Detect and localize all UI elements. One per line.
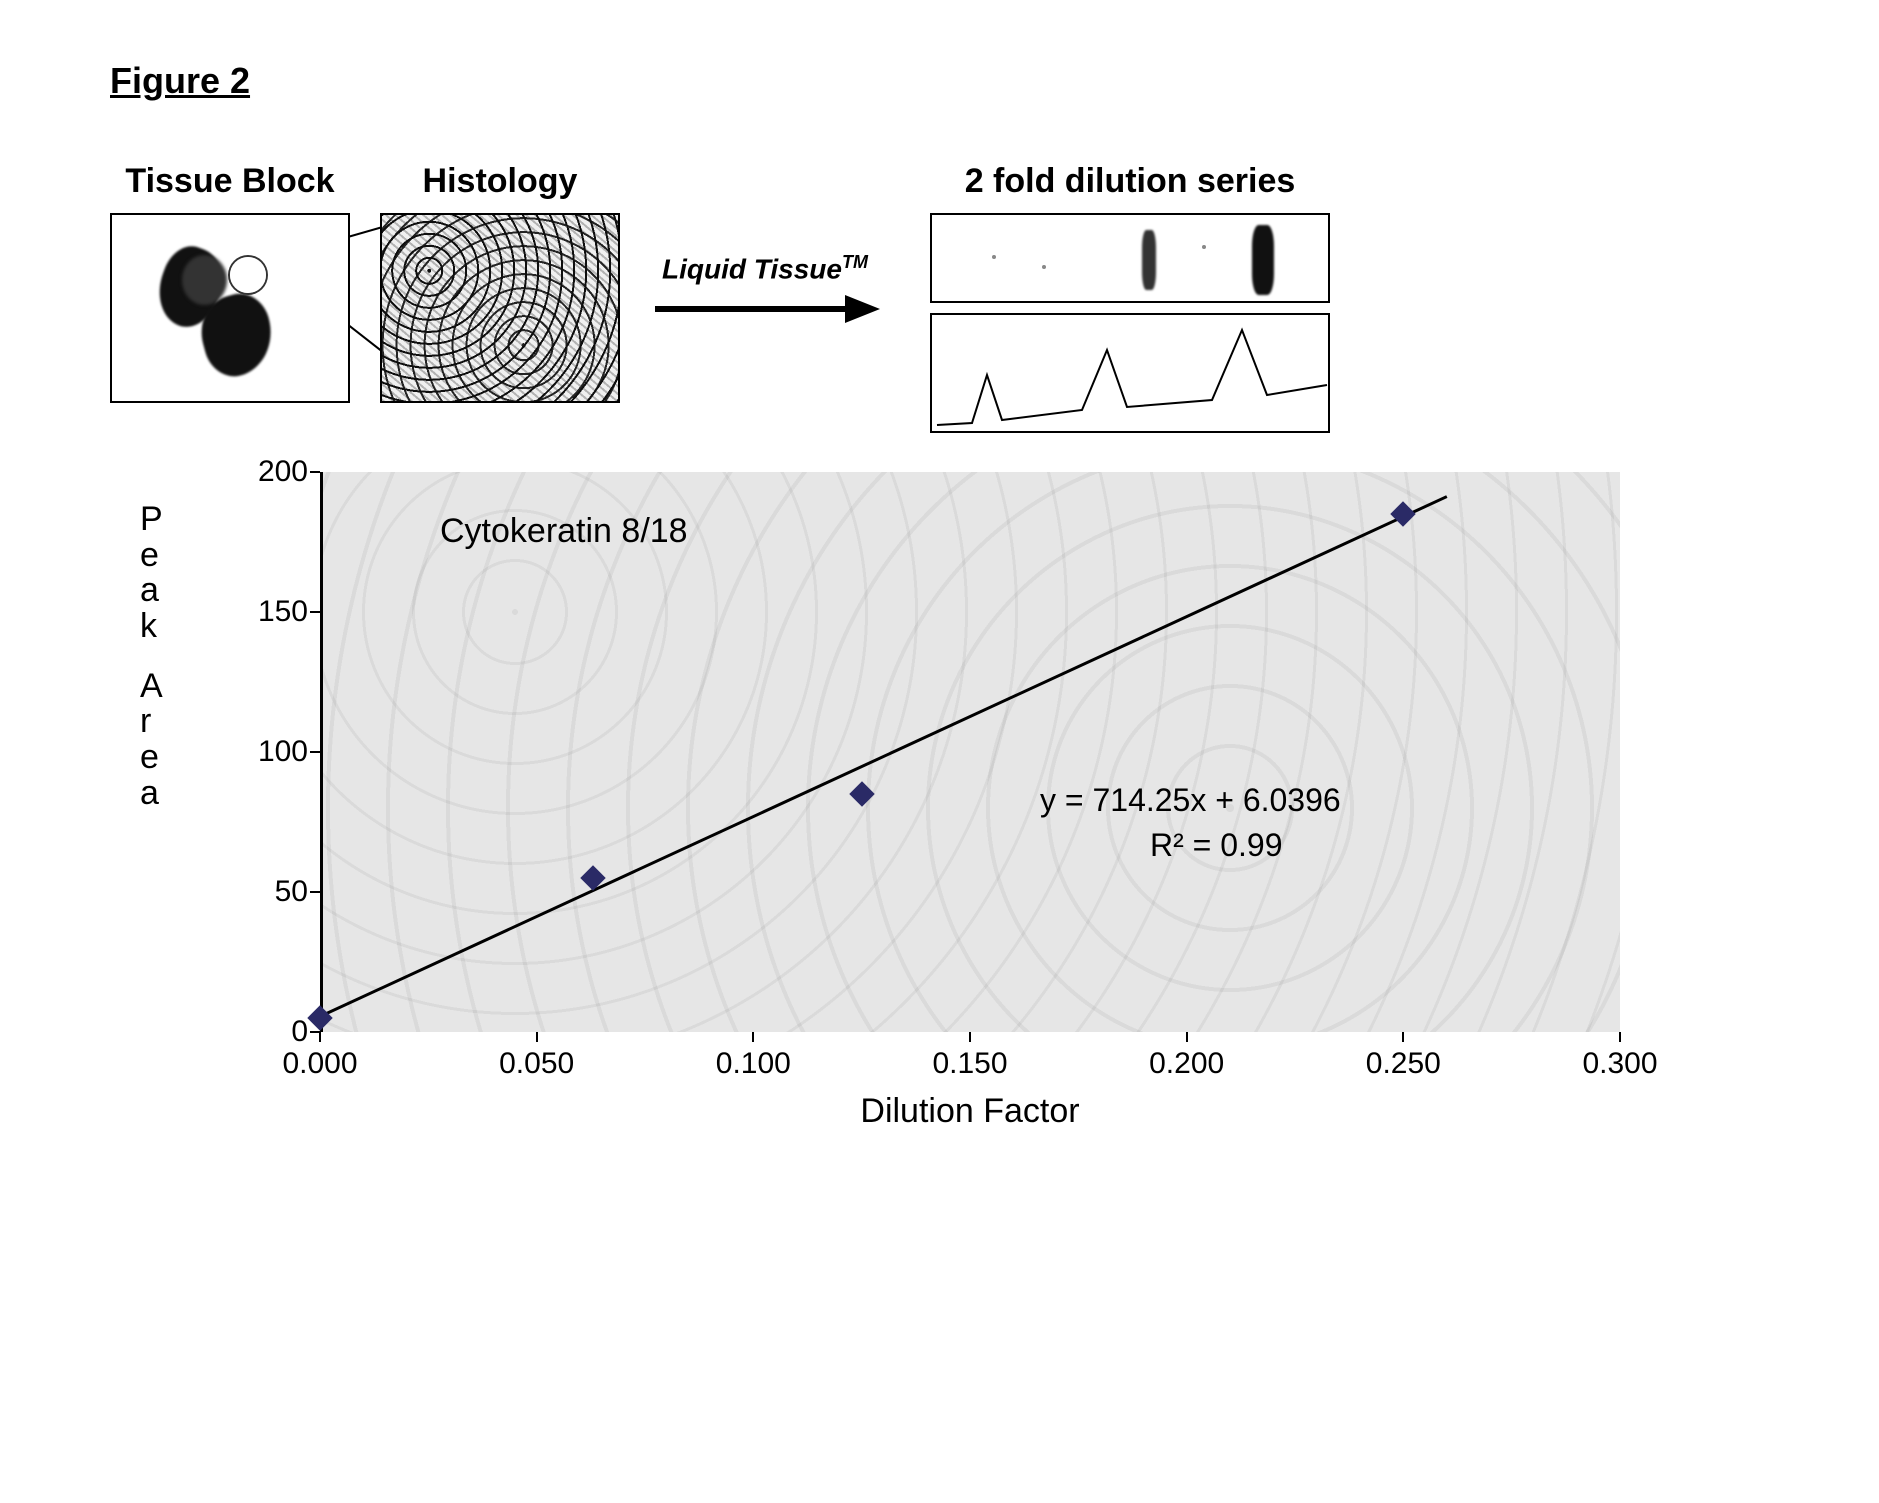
x-tick: [1619, 1032, 1621, 1042]
y-axis-letter: A: [140, 669, 165, 705]
x-tick: [536, 1032, 538, 1042]
y-tick-label: 100: [258, 735, 308, 769]
y-axis-letter: e: [140, 538, 165, 574]
y-axis-line: [320, 472, 323, 1032]
y-axis-letter: a: [140, 573, 165, 609]
plot-background: [320, 472, 1620, 1032]
plot-area: Cytokeratin 8/18 y = 714.25x + 6.0396 R²…: [320, 472, 1620, 1032]
x-axis-label: Dilution Factor: [320, 1092, 1620, 1131]
y-tick-label: 0: [291, 1015, 308, 1049]
y-axis-letter: [140, 645, 165, 669]
arrow-icon: [650, 289, 880, 329]
peak-area-chart: PeakArea Cytokeratin 8/18 y = 714.25x + …: [190, 472, 1769, 1131]
y-axis-letter: r: [140, 704, 165, 740]
x-tick-label: 0.250: [1366, 1047, 1441, 1081]
liquid-tissue-arrow: Liquid TissueTM: [650, 252, 880, 329]
dilution-panel: 2 fold dilution series: [930, 162, 1330, 433]
x-tick: [1186, 1032, 1188, 1042]
arrow-label-text: Liquid Tissue: [662, 253, 842, 284]
y-tick-label: 150: [258, 595, 308, 629]
x-tick-label: 0.050: [499, 1047, 574, 1081]
chart-fit-r2: R² = 0.99: [1150, 827, 1283, 864]
y-tick: [310, 611, 320, 613]
x-tick-label: 0.300: [1582, 1047, 1657, 1081]
y-axis-letter: P: [140, 502, 165, 538]
x-tick-label: 0.150: [932, 1047, 1007, 1081]
tissue-block-label: Tissue Block: [125, 162, 334, 201]
dilution-label: 2 fold dilution series: [965, 162, 1296, 201]
y-tick: [310, 471, 320, 473]
y-axis-letter: k: [140, 609, 165, 645]
x-tick-label: 0.100: [716, 1047, 791, 1081]
arrow-label: Liquid TissueTM: [662, 252, 868, 285]
x-tick: [752, 1032, 754, 1042]
x-tick-label: 0.000: [282, 1047, 357, 1081]
y-axis-letter: e: [140, 740, 165, 776]
histology-panel: Histology: [380, 162, 620, 403]
y-axis-letter: a: [140, 776, 165, 812]
tissue-selection-circle: [230, 257, 266, 293]
tissue-block-panel: Tissue Block: [110, 162, 350, 403]
y-axis-label: PeakArea: [140, 502, 165, 812]
histology-image: [380, 213, 620, 403]
arrow-label-sup: TM: [842, 252, 868, 272]
dilution-blot-image: [930, 213, 1330, 303]
y-tick: [310, 751, 320, 753]
y-tick-label: 200: [258, 455, 308, 489]
histology-label: Histology: [423, 162, 578, 201]
x-tick: [319, 1032, 321, 1042]
x-tick: [1402, 1032, 1404, 1042]
chart-series-title: Cytokeratin 8/18: [440, 512, 688, 551]
x-tick: [969, 1032, 971, 1042]
top-panel-row: Tissue Block Histology Liquid TissueTM 2…: [110, 162, 1769, 442]
dilution-trace-image: [930, 313, 1330, 433]
chart-fit-equation: y = 714.25x + 6.0396: [1040, 782, 1341, 819]
x-tick-label: 0.200: [1149, 1047, 1224, 1081]
figure-title: Figure 2: [110, 60, 1769, 102]
tissue-block-image: [110, 213, 350, 403]
y-tick: [310, 891, 320, 893]
y-tick-label: 50: [275, 875, 308, 909]
